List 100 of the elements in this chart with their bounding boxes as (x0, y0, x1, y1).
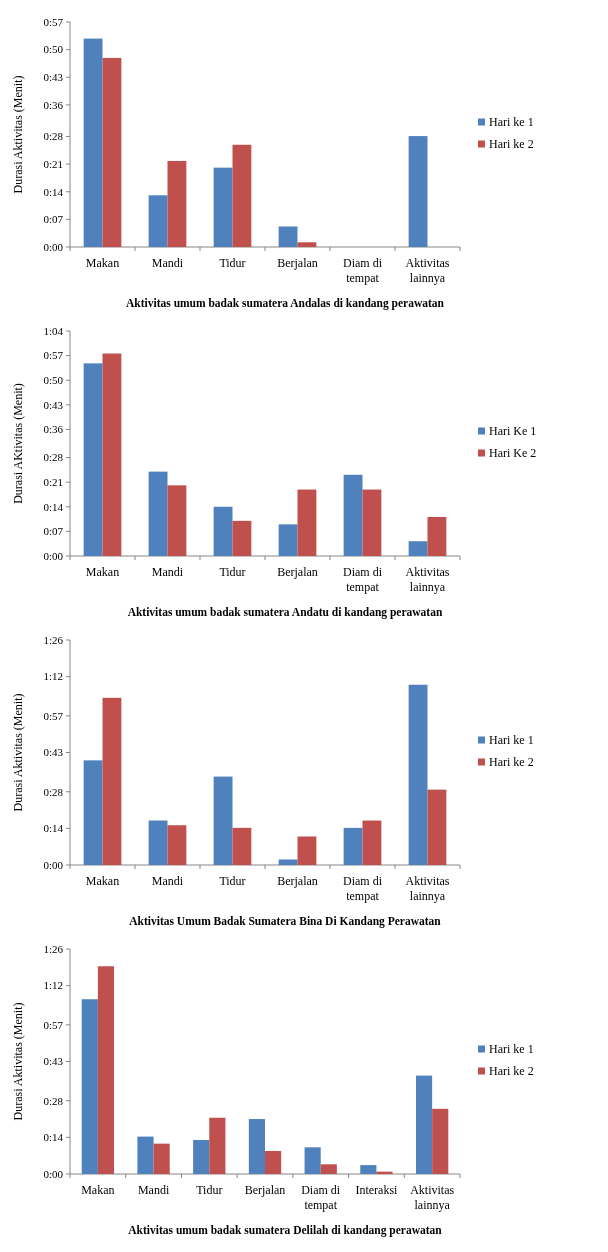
bar (83, 363, 103, 556)
bar (408, 684, 428, 865)
bar (343, 827, 363, 865)
y-axis-title: Durasi Aktivitas (Menit) (11, 1002, 25, 1121)
x-tick-label: Aktivitas lainnya (405, 565, 450, 594)
x-tick-label: Mandi (151, 874, 184, 888)
bar (148, 471, 168, 556)
y-tick-label: 0:07 (43, 213, 64, 226)
x-tick-label: Diam di tempat (343, 565, 383, 594)
bar (83, 760, 103, 865)
legend-label: Hari ke 1 (489, 115, 534, 130)
y-axis-title: Durasi AKtivitas (Menit) (11, 383, 25, 504)
x-tick-label: Berjalan (277, 565, 318, 579)
bar (320, 1164, 337, 1174)
x-tick-label: Aktivitas lainnya (405, 874, 450, 903)
bar (415, 1075, 433, 1174)
y-tick-label: 0:50 (43, 374, 64, 387)
bar (213, 506, 233, 556)
y-tick-label: 0:21 (43, 157, 63, 170)
y-tick-label: 0:57 (43, 349, 64, 362)
bar (278, 226, 298, 247)
y-tick-label: 0:36 (43, 98, 64, 111)
y-tick-label: 0:36 (43, 423, 64, 436)
y-tick-label: 0:57 (43, 1018, 64, 1031)
y-tick-label: 0:14 (43, 185, 64, 198)
x-tick-label: Makan (85, 874, 120, 888)
y-tick-label: 0:00 (43, 549, 64, 562)
bar (167, 160, 187, 247)
bar (362, 489, 382, 556)
x-tick-label: Mandi (151, 565, 184, 579)
bar (304, 1147, 321, 1174)
y-tick-label: 0:43 (43, 71, 64, 84)
y-tick-label: 0:57 (43, 709, 64, 722)
bar (83, 38, 103, 247)
text: Aktivitas umum badak sumatera Andatu di kandang perawatan (127, 606, 443, 619)
bar (167, 485, 187, 556)
y-axis-title: Durasi Aktivitas (Menit) (11, 693, 25, 812)
bar (232, 827, 252, 865)
bar (360, 1165, 377, 1174)
y-tick-label: 1:12 (43, 670, 63, 683)
legend-label: Hari ke 2 (489, 755, 534, 770)
x-tick-label: Tidur (219, 256, 246, 270)
bar (408, 136, 428, 247)
bar (265, 1150, 282, 1174)
bar (81, 999, 98, 1174)
x-tick-label: Diam di tempat (343, 874, 383, 903)
x-tick-label: Diam di tempat (343, 256, 383, 285)
y-tick-label: 0:50 (43, 43, 64, 56)
x-tick-label: Aktivitas lainnya (405, 256, 450, 285)
bar (248, 1119, 265, 1174)
bar (297, 242, 317, 247)
y-tick-label: 0:07 (43, 525, 64, 538)
x-tick-label: Makan (85, 565, 120, 579)
y-tick-label: 0:00 (43, 240, 64, 253)
bar (432, 1108, 449, 1174)
x-tick-label: Aktivitas lainnya (410, 1183, 455, 1212)
y-tick-label: 0:00 (43, 858, 64, 871)
legend-label: Hari ke 1 (489, 733, 534, 748)
x-tick-label: Mandi (137, 1183, 170, 1197)
bar (167, 825, 187, 865)
bar (232, 144, 252, 247)
x-tick-label: Tidur (219, 874, 246, 888)
x-tick-label: Makan (85, 256, 120, 270)
bar (102, 697, 122, 865)
bar (427, 516, 447, 556)
y-tick-label: 0:14 (43, 1131, 64, 1144)
y-tick-label: 1:04 (43, 324, 64, 337)
bar (153, 1143, 170, 1174)
bar (343, 474, 363, 556)
bar (209, 1117, 226, 1174)
y-tick-label: 0:14 (43, 822, 64, 835)
x-tick-label: Diam di tempat (301, 1183, 341, 1212)
bar (193, 1139, 210, 1174)
y-axis-title: Durasi Aktivitas (Menit) (11, 75, 25, 194)
x-tick-label: Berjalan (277, 874, 318, 888)
y-tick-label: 0:28 (43, 451, 64, 464)
bar (297, 836, 317, 865)
bar (148, 195, 168, 247)
text: Aktivitas umum badak sumatera Andalas di kandang perawatan (126, 297, 445, 310)
y-tick-label: 0:28 (43, 785, 64, 798)
legend-label: Hari Ke 2 (489, 446, 537, 461)
bar (362, 820, 382, 865)
x-tick-label: Interaksi (355, 1183, 399, 1197)
bar (102, 353, 122, 556)
bar (297, 489, 317, 556)
y-tick-label: 0:43 (43, 746, 64, 759)
y-tick-label: 1:12 (43, 979, 63, 992)
x-tick-label: Berjalan (277, 256, 318, 270)
y-tick-label: 0:28 (43, 1094, 64, 1107)
x-tick-label: Mandi (151, 256, 184, 270)
text: Aktivitas Umum Badak Sumatera Bina Di Kandang Perawatan (129, 915, 442, 928)
bar (408, 541, 428, 556)
y-tick-label: 0:00 (43, 1167, 64, 1180)
bar (278, 859, 298, 865)
x-tick-label: Makan (81, 1183, 115, 1197)
y-tick-label: 0:14 (43, 500, 64, 513)
bar (148, 820, 168, 865)
legend-label: Hari ke 2 (489, 137, 534, 152)
bar (137, 1136, 154, 1174)
text: Aktivitas umum badak sumatera Delilah di kandang perawatan (128, 1224, 443, 1237)
